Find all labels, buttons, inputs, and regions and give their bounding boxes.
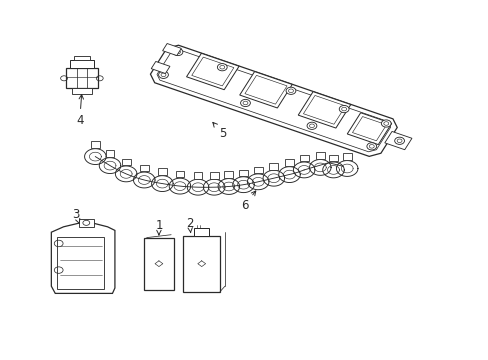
Circle shape [394, 137, 404, 144]
Bar [194, 228, 209, 236]
Circle shape [366, 143, 376, 150]
Text: 5: 5 [212, 122, 226, 140]
Circle shape [383, 122, 388, 125]
Polygon shape [163, 44, 181, 55]
Bar [253, 167, 262, 173]
Bar [328, 155, 337, 161]
Bar [299, 155, 308, 161]
Circle shape [396, 139, 401, 143]
Circle shape [243, 101, 247, 105]
Bar [175, 171, 184, 177]
Circle shape [288, 89, 293, 93]
Text: 6: 6 [240, 191, 255, 212]
Circle shape [381, 120, 390, 127]
Bar [285, 159, 293, 166]
Bar [140, 165, 148, 171]
Bar [239, 170, 247, 176]
Text: 2: 2 [185, 217, 193, 233]
Bar [105, 150, 114, 157]
Bar [66, 68, 98, 88]
Polygon shape [51, 221, 115, 293]
Bar [57, 237, 104, 289]
Polygon shape [150, 45, 396, 156]
Bar [209, 172, 218, 179]
Circle shape [217, 64, 227, 71]
Bar [183, 236, 220, 292]
Bar [79, 219, 93, 227]
Bar [70, 60, 94, 68]
Polygon shape [384, 131, 411, 150]
Circle shape [368, 145, 373, 148]
Text: 4: 4 [76, 95, 83, 127]
Circle shape [306, 122, 316, 129]
Bar [315, 152, 324, 159]
Circle shape [240, 99, 250, 107]
Text: 1: 1 [155, 219, 163, 235]
Circle shape [309, 124, 314, 127]
Bar [158, 168, 166, 175]
Bar [122, 159, 130, 165]
Circle shape [161, 73, 165, 77]
Circle shape [158, 71, 168, 78]
Circle shape [341, 107, 346, 111]
Text: 3: 3 [72, 208, 80, 224]
Circle shape [175, 50, 180, 54]
Polygon shape [346, 113, 391, 145]
Circle shape [173, 48, 183, 55]
Bar [193, 172, 202, 179]
Bar [224, 171, 233, 178]
Polygon shape [186, 53, 239, 90]
Circle shape [285, 87, 295, 94]
Bar [342, 153, 351, 160]
Polygon shape [298, 92, 350, 128]
Polygon shape [151, 62, 170, 73]
Circle shape [339, 105, 348, 113]
Bar [74, 56, 90, 60]
Bar [144, 238, 173, 290]
Polygon shape [239, 72, 292, 108]
Bar [91, 141, 100, 148]
Circle shape [220, 66, 224, 69]
Bar [269, 163, 278, 170]
Bar [72, 88, 92, 94]
